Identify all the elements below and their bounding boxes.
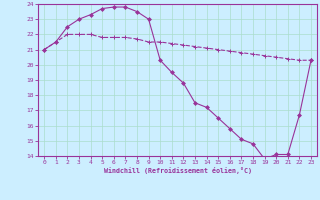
- X-axis label: Windchill (Refroidissement éolien,°C): Windchill (Refroidissement éolien,°C): [104, 167, 252, 174]
